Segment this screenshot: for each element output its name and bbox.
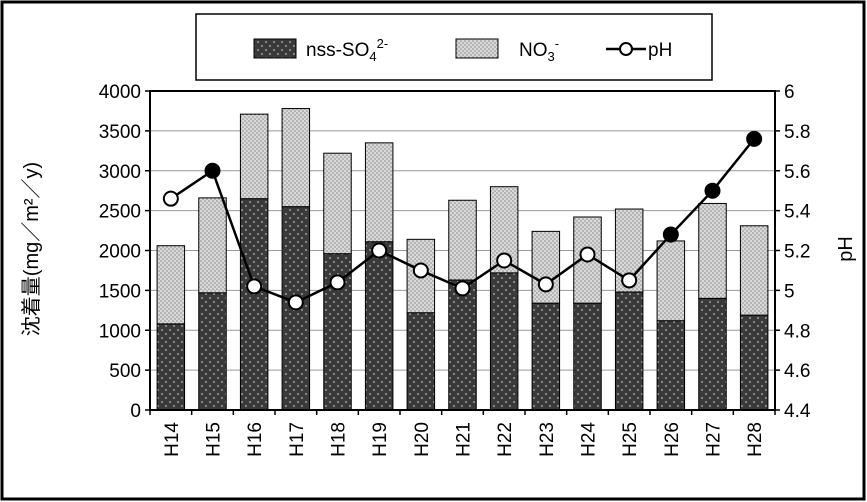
ph-point	[621, 272, 638, 289]
bar-no3	[323, 152, 352, 255]
bar-so4	[489, 272, 519, 411]
bar-no3	[239, 113, 269, 200]
legend-no3-main: NO	[519, 40, 548, 61]
x-axis: H14 H15 H16 H17 H18 H19 H20 H21 H22 H23 H24 H25 H26 H…	[149, 410, 776, 457]
right-tick-label: 5.8	[784, 122, 810, 143]
ph-point	[704, 182, 721, 199]
x-tick-label: H26	[662, 422, 683, 457]
right-tick-label: 4.8	[784, 321, 810, 342]
ph-point	[371, 242, 388, 259]
ph-point	[537, 276, 554, 293]
bar-no3	[698, 202, 727, 299]
ph-point	[329, 274, 346, 291]
bar-so4	[531, 302, 561, 411]
x-tick-label: H25	[620, 422, 641, 457]
bar-so4	[656, 320, 686, 411]
bar-no3	[156, 245, 186, 325]
legend-label-so4: nss-SO42-	[306, 36, 388, 64]
bar-so4	[364, 241, 394, 411]
bar-so4	[448, 279, 477, 411]
bar-no3	[739, 225, 769, 316]
ph-point	[204, 162, 221, 179]
legend-so4-main: nss-SO	[306, 40, 369, 61]
x-tick-label: H24	[579, 422, 600, 457]
right-axis: 4.4 4.6 4.8 5 5.2 5.4 5.6 5.8 6	[775, 82, 811, 422]
ph-line	[162, 130, 763, 311]
left-axis: 0 500 1000 1500 2000 2500 3000 3500 4000	[99, 82, 150, 422]
ph-point	[162, 190, 179, 207]
bar-no3	[364, 142, 394, 243]
bar-so4	[573, 302, 602, 411]
x-tick-label: H14	[162, 422, 183, 457]
bar-so4	[698, 297, 727, 411]
bar-no3	[198, 197, 227, 294]
left-tick-label: 2000	[99, 242, 141, 263]
x-tick-label: H19	[370, 422, 391, 457]
left-tick-label: 0	[130, 401, 141, 422]
ph-point	[579, 246, 596, 263]
right-tick-label: 5.4	[784, 202, 811, 223]
legend: nss-SO42- NO3- pH	[195, 13, 713, 81]
legend-swatch-no3	[455, 38, 499, 59]
ph-point	[246, 278, 263, 295]
legend-so4-sub: 4	[369, 49, 376, 64]
left-tick-label: 1000	[99, 321, 141, 342]
ph-point	[412, 262, 429, 279]
bar-so4	[406, 312, 436, 411]
legend-no3-sub: 3	[548, 49, 555, 64]
ph-point	[746, 130, 763, 147]
left-axis-title: 沈着量(mg／m²／y)	[20, 162, 43, 336]
x-tick-label: H21	[454, 422, 475, 457]
legend-so4-sup: 2-	[377, 36, 389, 51]
right-tick-label: 4.6	[784, 361, 810, 382]
bar-so4	[198, 292, 227, 411]
right-tick-label: 5	[784, 281, 795, 302]
legend-marker-ph	[619, 42, 633, 56]
ph-point	[662, 226, 679, 243]
x-tick-label: H17	[287, 422, 308, 457]
x-tick-label: H20	[412, 422, 433, 457]
legend-swatch-so4	[253, 38, 297, 59]
bar-so4	[156, 323, 186, 411]
legend-label-no3: NO3-	[519, 36, 559, 64]
legend-label-ph: pH	[648, 40, 672, 61]
bar-no3	[448, 199, 477, 281]
bar-no3	[281, 108, 311, 208]
bar-so4	[614, 291, 644, 411]
x-tick-label: H27	[704, 422, 725, 457]
legend-no3-sup: -	[555, 36, 559, 51]
x-tick-label: H15	[204, 422, 225, 457]
left-tick-label: 1500	[99, 281, 141, 302]
left-tick-label: 3000	[99, 162, 141, 183]
right-tick-label: 5.2	[784, 242, 810, 263]
x-tick-label: H16	[245, 422, 266, 457]
right-tick-label: 6	[784, 82, 795, 103]
x-tick-label: H28	[745, 422, 766, 457]
left-tick-label: 2500	[99, 202, 141, 223]
left-tick-label: 500	[109, 361, 141, 382]
right-axis-title: pH	[835, 236, 857, 262]
right-tick-label: 5.6	[784, 162, 810, 183]
x-tick-label: H23	[537, 422, 558, 457]
x-tick-label: H22	[495, 422, 516, 457]
ph-point	[496, 252, 513, 269]
x-tick-label: H18	[329, 422, 350, 457]
bar-so4	[739, 314, 769, 411]
ph-point	[454, 280, 471, 297]
right-tick-label: 4.4	[784, 401, 811, 422]
ph-point	[287, 294, 304, 311]
left-tick-label: 3500	[99, 122, 141, 143]
left-tick-label: 4000	[99, 82, 141, 103]
bar-so4	[239, 198, 269, 411]
bar-no3	[656, 240, 686, 322]
